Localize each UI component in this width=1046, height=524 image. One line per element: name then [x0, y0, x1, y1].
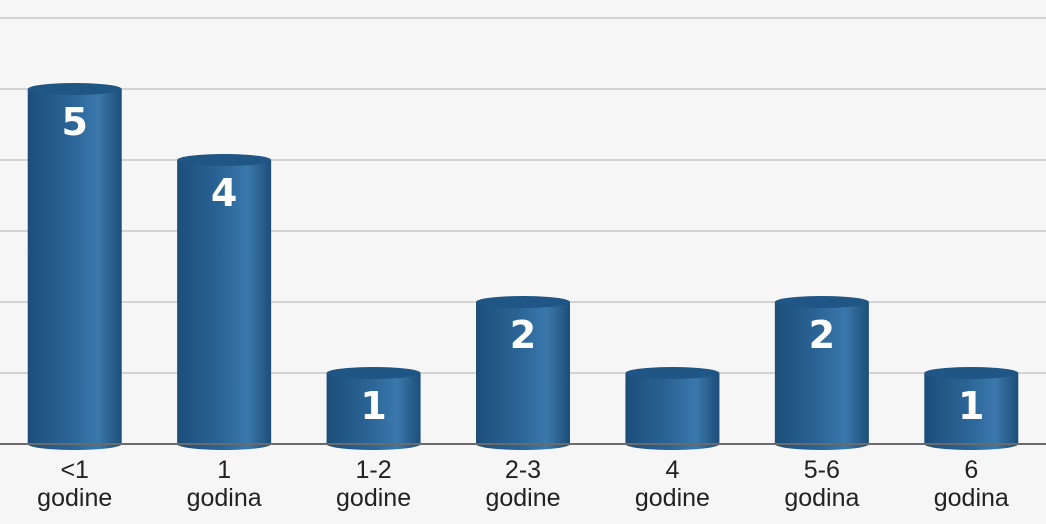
bar: 2	[476, 296, 570, 450]
bar	[625, 367, 720, 450]
bar-body	[27, 89, 122, 450]
x-tick-label: 1 godina	[187, 456, 262, 512]
bar-body	[625, 373, 720, 450]
bar-body	[476, 302, 570, 450]
bar-value-label: 2	[510, 313, 536, 357]
bar-value-label: 2	[809, 313, 835, 357]
bar-value-label: 1	[958, 384, 984, 428]
x-axis-labels: <1 godine 1 godina 1-2 godine 2-3 godine 4 godine…	[37, 456, 1009, 512]
bar: 4	[177, 154, 272, 450]
bar-body	[177, 160, 272, 450]
bar-value-label: 1	[360, 384, 386, 428]
bar-top	[326, 367, 421, 379]
x-tick-label: 4 godine	[635, 456, 710, 512]
bar: 5	[27, 83, 122, 450]
bar-value-label: 4	[211, 171, 237, 215]
bar-top	[177, 154, 272, 166]
bar-top	[774, 296, 869, 308]
bar-body	[924, 373, 1019, 450]
bar-body	[326, 373, 421, 450]
bar: 1	[326, 367, 421, 450]
bar-top	[924, 367, 1019, 379]
bar: 2	[774, 296, 869, 450]
gridlines	[0, 17, 1046, 374]
bar-top	[476, 296, 570, 308]
x-tick-label: 2-3 godine	[485, 456, 560, 512]
bar-value-label: 5	[61, 100, 87, 144]
bars: 5 4 1 2 2 1	[27, 83, 1019, 450]
x-tick-label: 5-6 godina	[784, 456, 859, 512]
bar: 1	[924, 367, 1019, 450]
x-tick-label: 6 godina	[934, 456, 1009, 512]
bar-top	[625, 367, 720, 379]
x-tick-label: <1 godine	[37, 456, 112, 512]
bar-body	[774, 302, 869, 450]
bar-top	[27, 83, 122, 95]
x-tick-label: 1-2 godine	[336, 456, 411, 512]
